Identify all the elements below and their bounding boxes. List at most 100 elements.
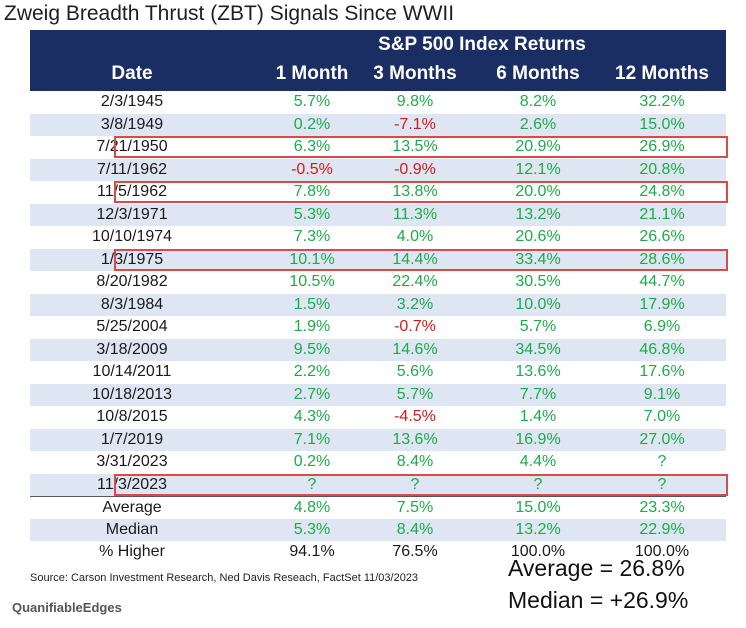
table-row: % Higher 94.1% 76.5% 100.0% 100.0% [30,541,726,564]
cell-12m: ? [657,453,667,470]
cell-12m: 17.9% [639,295,685,313]
cell-3m: 5.6% [396,363,434,380]
cell-date: 5/25/2004 [96,318,168,335]
table-body: 2/3/1945 5.7% 9.8% 8.2% 32.2% 3/8/1949 0.2% -7.… [30,91,728,564]
summary-average: Average = 26.8% [508,555,685,581]
cell-3m: -0.9% [394,160,436,178]
cell-1m: 5.7% [293,93,331,110]
source-note: Source: Carson Investment Research, Ned … [30,572,419,584]
cell-6m: 13.2% [515,520,561,538]
cell-3m: 76.5% [392,543,438,560]
cell-1m: 6.3% [293,138,331,155]
cell-date: 1/3/1975 [100,250,164,268]
cell-date: 3/31/2023 [96,453,168,470]
col-header-1m: 1 Month [275,63,349,84]
cell-date: 8/20/1982 [96,273,168,290]
cell-1m: 7.3% [293,228,331,245]
group-header: S&P 500 Index Returns [378,34,586,55]
cell-12m: 44.7% [639,273,685,290]
table-row: 1/3/1975 10.1% 14.4% 33.4% 28.6% [30,248,728,271]
table-row: 7/11/1962 -0.5% -0.9% 12.1% 20.8% [30,158,726,181]
cell-6m: 20.0% [515,183,561,200]
table-row: 10/18/2013 2.7% 5.7% 7.7% 9.1% [30,383,726,406]
cell-12m: ? [657,475,667,493]
cell-6m: 12.1% [515,160,561,178]
cell-1m: 4.8% [293,499,331,516]
cell-12m: 6.9% [643,318,681,335]
table-row: 11/3/2023???? [30,473,728,496]
cell-3m: 14.4% [392,250,438,268]
cell-6m: 2.6% [519,115,557,133]
cell-1m: 2.2% [293,363,331,380]
cell-12m: 9.1% [643,385,681,403]
table-row: 1/7/2019 7.1% 13.6% 16.9% 27.0% [30,428,726,451]
cell-3m: 14.6% [392,340,438,358]
summary-median: Median = +26.9% [508,587,689,613]
cell-1m: 1.9% [293,318,331,335]
cell-date: 3/8/1949 [100,115,164,133]
cell-date: 10/14/2011 [92,363,172,380]
brand-watermark: QuanifiableEdges [12,600,122,615]
table-row: Average 4.8% 7.5% 15.0% 23.3% [30,496,726,519]
cell-6m: 34.5% [515,340,561,358]
cell-1m: 7.8% [293,183,331,200]
cell-12m: 21.1% [639,205,685,223]
cell-12m: 27.0% [639,430,685,448]
cell-6m: 20.6% [515,228,561,245]
cell-6m: 5.7% [519,318,557,335]
col-header-3m: 3 Months [373,63,457,84]
cell-date: 8/3/1984 [100,295,164,313]
chart-title: Zweig Breadth Thrust (ZBT) Signals Since… [4,2,455,25]
cell-12m: 17.6% [639,363,685,380]
cell-12m: 22.9% [639,520,685,538]
cell-date: % Higher [99,543,165,560]
cell-6m: 4.4% [519,453,557,470]
cell-1m: 0.2% [293,453,331,470]
cell-3m: ? [410,475,420,493]
cell-12m: 100.0% [634,543,690,560]
table-row: 2/3/1945 5.7% 9.8% 8.2% 32.2% [30,91,726,114]
col-header-6m: 6 Months [496,63,580,84]
table-row: 10/14/2011 2.2% 5.6% 13.6% 17.6% [30,361,726,384]
cell-1m: 7.1% [293,430,331,448]
cell-1m: 5.3% [293,205,331,223]
cell-12m: 7.0% [643,408,681,425]
cell-6m: 16.9% [515,430,561,448]
cell-1m: 0.2% [293,115,331,133]
cell-date: 10/18/2013 [91,385,173,403]
cell-6m: 33.4% [515,250,561,268]
cell-1m: 1.5% [293,295,331,313]
cell-1m: 2.7% [293,385,331,403]
cell-3m: 13.8% [392,183,438,200]
cell-3m: -4.5% [394,408,436,425]
cell-1m: 10.5% [289,273,335,290]
cell-6m: 7.7% [519,385,557,403]
cell-12m: 24.8% [639,183,685,200]
cell-date: 11/5/1962 [97,183,167,200]
cell-3m: 4.0% [396,228,434,245]
cell-1m: 9.5% [293,340,331,358]
cell-3m: 9.8% [396,93,434,110]
table-row: 8/20/1982 10.5% 22.4% 30.5% 44.7% [30,271,726,294]
table-row: 12/3/1971 5.3% 11.3% 13.2% 21.1% [30,203,726,226]
cell-3m: -7.1% [394,115,436,133]
table-header: S&P 500 Index Returns Date 1 Month 3 Mon… [30,30,726,91]
cell-6m: 15.0% [515,499,561,516]
cell-date: Average [102,499,162,516]
table-row: Median 5.3% 8.4% 13.2% 22.9% [30,518,726,541]
cell-3m: -0.7% [394,318,436,335]
col-header-date: Date [111,63,153,84]
cell-12m: 26.6% [639,228,685,245]
cell-1m: ? [307,475,317,493]
cell-6m: 100.0% [510,543,566,560]
cell-3m: 5.7% [396,385,434,403]
cell-12m: 20.8% [639,160,685,178]
table-row: 7/21/1950 6.3% 13.5% 20.9% 26.9% [30,136,728,159]
table-row: 8/3/1984 1.5% 3.2% 10.0% 17.9% [30,293,726,316]
cell-date: 12/3/1971 [96,205,168,223]
cell-1m: 94.1% [289,543,335,560]
cell-6m: 13.6% [515,363,561,380]
cell-12m: 28.6% [639,250,685,268]
cell-12m: 23.3% [639,499,685,516]
cell-6m: 30.5% [515,273,561,290]
